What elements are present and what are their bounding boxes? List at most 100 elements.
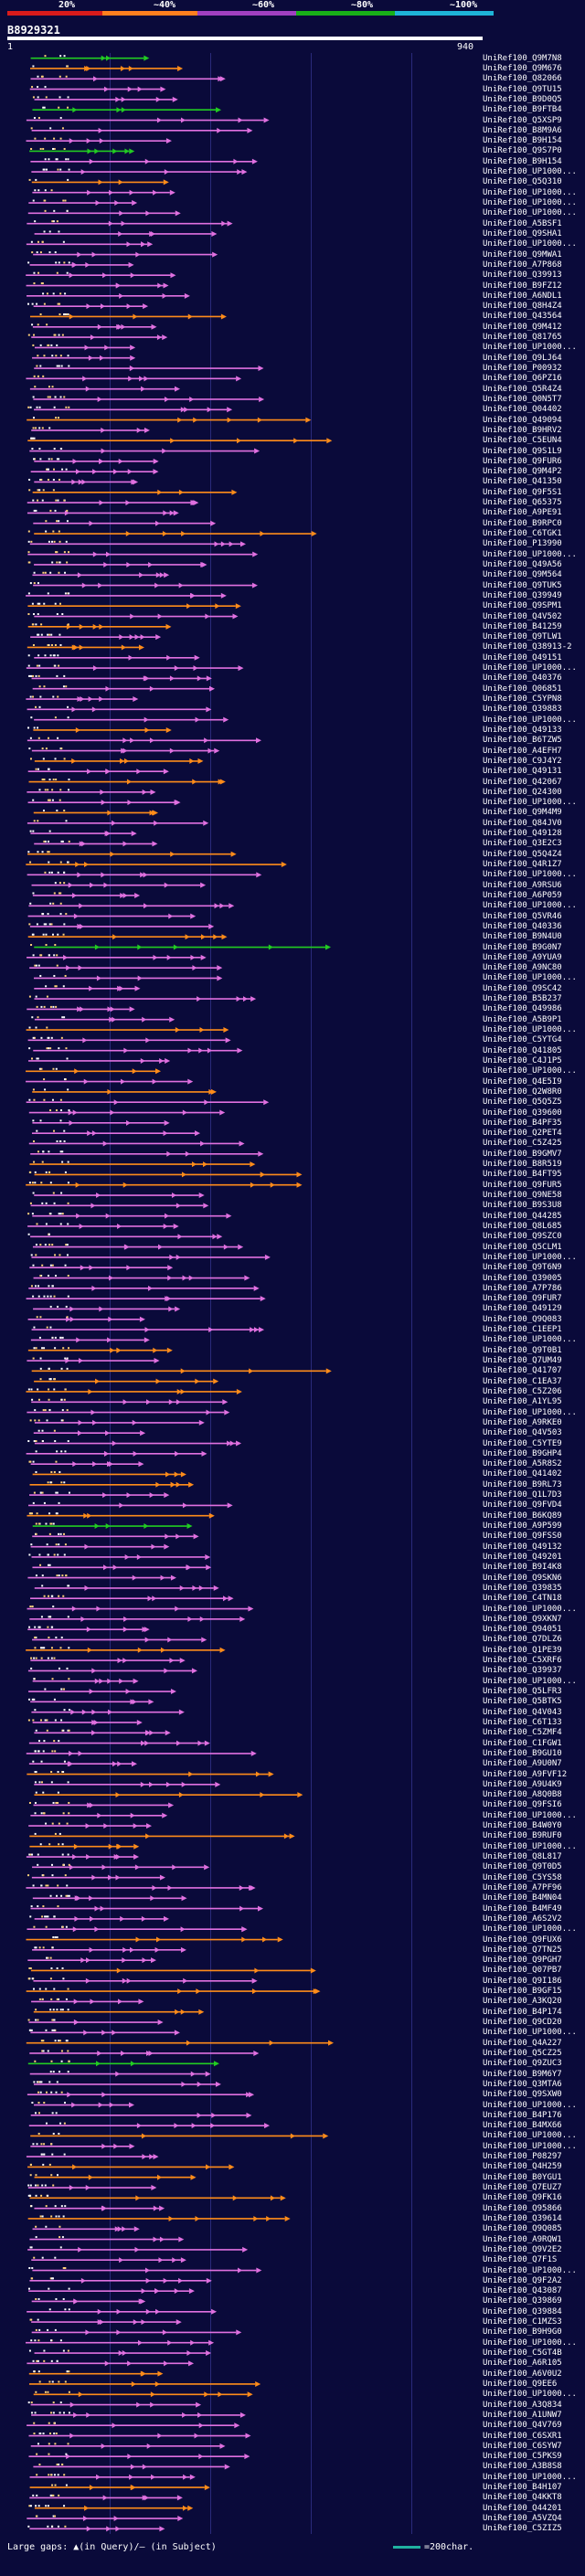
hit-label[interactable]: UniRef100_Q42067 xyxy=(483,777,562,787)
hit-label[interactable]: UniRef100_UP1000... xyxy=(483,2265,577,2275)
hit-label[interactable]: UniRef100_A5B9P1 xyxy=(483,1014,562,1024)
hit-label[interactable]: UniRef100_Q39614 xyxy=(483,2213,562,2223)
hit-label[interactable]: UniRef100_Q07PB7 xyxy=(483,1966,562,1976)
hit-label[interactable]: UniRef100_A9P599 xyxy=(483,1521,562,1532)
hit-label[interactable]: UniRef100_B9H9G0 xyxy=(483,2327,562,2337)
hit-label[interactable]: UniRef100_A5R8S2 xyxy=(483,1459,562,1469)
hit-label[interactable]: UniRef100_UP1000... xyxy=(483,2131,577,2141)
hit-label[interactable]: UniRef100_Q9SKN6 xyxy=(483,1573,562,1583)
hit-label[interactable]: UniRef100_Q9FUR7 xyxy=(483,1294,562,1304)
hit-label[interactable]: UniRef100_Q82066 xyxy=(483,74,562,84)
hit-label[interactable]: UniRef100_A4EFH7 xyxy=(483,746,562,756)
hit-label[interactable]: UniRef100_UP1000... xyxy=(483,2141,577,2151)
hit-label[interactable]: UniRef100_Q9SPM1 xyxy=(483,601,562,611)
hit-label[interactable]: UniRef100_Q9ZUC3 xyxy=(483,2059,562,2069)
hit-label[interactable]: UniRef100_A9U4K9 xyxy=(483,1779,562,1789)
hit-label[interactable]: UniRef100_Q39883 xyxy=(483,705,562,715)
hit-label[interactable]: UniRef100_C6T133 xyxy=(483,1717,562,1727)
hit-label[interactable]: UniRef100_Q9CD20 xyxy=(483,2018,562,2028)
hit-label[interactable]: UniRef100_UP1000... xyxy=(483,1676,577,1686)
hit-label[interactable]: UniRef100_Q9S7P0 xyxy=(483,146,562,156)
hit-label[interactable]: UniRef100_P00932 xyxy=(483,364,562,374)
hit-label[interactable]: UniRef100_UP1000... xyxy=(483,2472,577,2482)
hit-label[interactable]: UniRef100_UP1000... xyxy=(483,239,577,249)
hit-label[interactable]: UniRef100_UP1000... xyxy=(483,549,577,559)
hit-label[interactable]: UniRef100_UP1000... xyxy=(483,1810,577,1820)
hit-label[interactable]: UniRef100_C6SXR1 xyxy=(483,2431,562,2441)
hit-label[interactable]: UniRef100_Q7DLZ6 xyxy=(483,1635,562,1645)
hit-label[interactable]: UniRef100_Q9NE58 xyxy=(483,1191,562,1201)
hit-label[interactable]: UniRef100_B9GHP4 xyxy=(483,1448,562,1458)
hit-label[interactable]: UniRef100_Q9SHA1 xyxy=(483,228,562,239)
hit-label[interactable]: UniRef100_Q81765 xyxy=(483,333,562,343)
hit-label[interactable]: UniRef100_B9D0Q5 xyxy=(483,94,562,104)
hit-label[interactable]: UniRef100_Q9TUK5 xyxy=(483,580,562,590)
hit-label[interactable]: UniRef100_UP1000... xyxy=(483,167,577,177)
hit-label[interactable]: UniRef100_A6NDL1 xyxy=(483,291,562,301)
hit-label[interactable]: UniRef100_B4MF49 xyxy=(483,1903,562,1913)
hit-label[interactable]: UniRef100_Q7UM49 xyxy=(483,1356,562,1366)
hit-label[interactable]: UniRef100_Q39600 xyxy=(483,1108,562,1118)
hit-label[interactable]: UniRef100_Q9EE6 xyxy=(483,2379,558,2389)
hit-label[interactable]: UniRef100_UP1000... xyxy=(483,198,577,208)
hit-label[interactable]: UniRef100_Q41350 xyxy=(483,477,562,487)
hit-label[interactable]: UniRef100_Q9FVD4 xyxy=(483,1500,562,1511)
hit-label[interactable]: UniRef100_Q41402 xyxy=(483,1469,562,1479)
hit-label[interactable]: UniRef100_B4P176 xyxy=(483,2110,562,2120)
hit-label[interactable]: UniRef100_B5B237 xyxy=(483,994,562,1004)
hit-label[interactable]: UniRef100_Q9S1L9 xyxy=(483,446,562,456)
hit-label[interactable]: UniRef100_C1EA37 xyxy=(483,1376,562,1386)
hit-label[interactable]: UniRef100_Q9SC42 xyxy=(483,983,562,993)
hit-label[interactable]: UniRef100_Q4A227 xyxy=(483,2038,562,2048)
hit-label[interactable]: UniRef100_B41259 xyxy=(483,621,562,631)
hit-label[interactable]: UniRef100_C4TN18 xyxy=(483,1594,562,1604)
hit-label[interactable]: UniRef100_Q9M412 xyxy=(483,322,562,332)
hit-label[interactable]: UniRef100_Q49129 xyxy=(483,1304,562,1314)
hit-label[interactable]: UniRef100_Q8H4Z4 xyxy=(483,302,562,312)
hit-label[interactable]: UniRef100_Q5XSP9 xyxy=(483,115,562,125)
hit-label[interactable]: UniRef100_UP1000... xyxy=(483,343,577,353)
hit-label[interactable]: UniRef100_Q49131 xyxy=(483,767,562,777)
hit-label[interactable]: UniRef100_Q4H259 xyxy=(483,2162,562,2172)
hit-label[interactable]: UniRef100_A6R105 xyxy=(483,2359,562,2369)
hit-label[interactable]: UniRef100_Q1PE39 xyxy=(483,1645,562,1655)
hit-label[interactable]: UniRef100_Q5Q310 xyxy=(483,177,562,187)
hit-label[interactable]: UniRef100_B9FTB4 xyxy=(483,105,562,115)
hit-label[interactable]: UniRef100_Q4KKT8 xyxy=(483,2493,562,2503)
hit-label[interactable]: UniRef100_Q4V502 xyxy=(483,611,562,621)
hit-label[interactable]: UniRef100_UP1000... xyxy=(483,798,577,808)
hit-label[interactable]: UniRef100_Q65375 xyxy=(483,498,562,508)
hit-label[interactable]: UniRef100_Q49094 xyxy=(483,415,562,425)
hit-label[interactable]: UniRef100_A7PF96 xyxy=(483,1882,562,1892)
hit-label[interactable]: UniRef100_Q9MWA1 xyxy=(483,249,562,260)
hit-label[interactable]: UniRef100_Q9FSI6 xyxy=(483,1800,562,1810)
hit-label[interactable]: UniRef100_Q9M7N8 xyxy=(483,53,562,63)
hit-label[interactable]: UniRef100_C1FGW1 xyxy=(483,1738,562,1748)
hit-label[interactable]: UniRef100_Q9V2E2 xyxy=(483,2244,562,2254)
hit-label[interactable]: UniRef100_Q39884 xyxy=(483,2306,562,2316)
hit-label[interactable]: UniRef100_B9N4U0 xyxy=(483,932,562,942)
hit-label[interactable]: UniRef100_Q49133 xyxy=(483,725,562,735)
hit-label[interactable]: UniRef100_A5BSF1 xyxy=(483,218,562,228)
hit-label[interactable]: UniRef100_Q3E2C3 xyxy=(483,839,562,849)
hit-label[interactable]: UniRef100_B9S3U8 xyxy=(483,1201,562,1211)
hit-label[interactable]: UniRef100_Q38913-2 xyxy=(483,642,572,652)
hit-label[interactable]: UniRef100_Q9TLW1 xyxy=(483,632,562,642)
hit-label[interactable]: UniRef100_Q9FK16 xyxy=(483,2193,562,2203)
hit-label[interactable]: UniRef100_Q4R1Z7 xyxy=(483,860,562,870)
hit-label[interactable]: UniRef100_UP1000... xyxy=(483,1841,577,1851)
hit-label[interactable]: UniRef100_UP1000... xyxy=(483,1407,577,1417)
hit-label[interactable]: UniRef100_B9HRV2 xyxy=(483,425,562,435)
hit-label[interactable]: UniRef100_UP1000... xyxy=(483,1066,577,1076)
hit-label[interactable]: UniRef100_B9H154 xyxy=(483,136,562,146)
hit-label[interactable]: UniRef100_Q9SZC0 xyxy=(483,1232,562,1242)
hit-label[interactable]: UniRef100_C9J4Y2 xyxy=(483,756,562,766)
hit-label[interactable]: UniRef100_Q43087 xyxy=(483,2286,562,2296)
hit-label[interactable]: UniRef100_P08297 xyxy=(483,2152,562,2162)
hit-label[interactable]: UniRef100_C5YTG4 xyxy=(483,1035,562,1045)
hit-label[interactable]: UniRef100_A1UNW7 xyxy=(483,2410,562,2420)
hit-label[interactable]: UniRef100_Q49132 xyxy=(483,1542,562,1552)
hit-label[interactable]: UniRef100_Q5Q4Z4 xyxy=(483,849,562,859)
hit-label[interactable]: UniRef100_C5PKS9 xyxy=(483,2452,562,2462)
hit-label[interactable]: UniRef100_B9H154 xyxy=(483,156,562,166)
